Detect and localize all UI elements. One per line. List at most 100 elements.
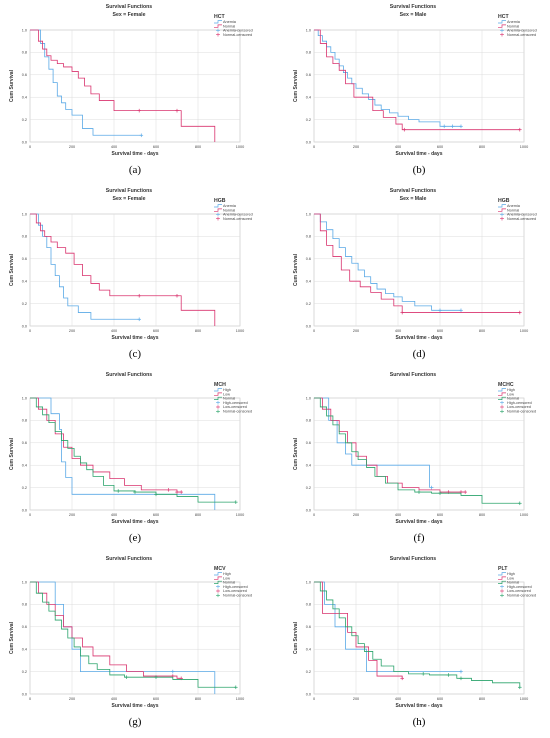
y-tick-label: 0.8 bbox=[306, 603, 311, 607]
x-tick-label: 0 bbox=[29, 145, 31, 149]
legend-swatch bbox=[214, 396, 222, 400]
legend-swatch bbox=[214, 20, 222, 24]
legend-entry: Low-censored bbox=[507, 589, 531, 593]
legend-entry: High bbox=[507, 388, 515, 392]
legend-entry: Normal-censored bbox=[223, 33, 252, 37]
legend-entry: Normal-censored bbox=[507, 594, 536, 598]
legend-swatch bbox=[498, 572, 506, 576]
x-tick-label: 600 bbox=[153, 513, 159, 517]
x-tick-label: 400 bbox=[395, 697, 401, 701]
x-tick-label: 1000 bbox=[236, 329, 244, 333]
x-tick-label: 0 bbox=[313, 697, 315, 701]
panel-caption: (e) bbox=[128, 532, 142, 544]
x-tick-label: 0 bbox=[313, 145, 315, 149]
y-tick-label: 0.4 bbox=[22, 464, 27, 468]
y-tick-label: 0.6 bbox=[306, 625, 311, 629]
panel-caption: (a) bbox=[128, 164, 142, 176]
series-line-anemia bbox=[314, 213, 461, 311]
legend-title: MCV bbox=[214, 566, 226, 572]
legend-entry: High bbox=[223, 572, 231, 576]
legend-entry: High-censored bbox=[507, 585, 532, 589]
legend-entry: High-censored bbox=[223, 401, 248, 405]
y-tick-label: 0.6 bbox=[306, 441, 311, 445]
y-tick-label: 0.2 bbox=[22, 118, 27, 122]
legend-entry: High-censored bbox=[507, 401, 532, 405]
y-axis-label: Cum Survival bbox=[9, 621, 15, 654]
legend-entry: Normal bbox=[223, 24, 235, 28]
y-tick-label: 0.2 bbox=[306, 302, 311, 306]
y-tick-label: 1.0 bbox=[22, 28, 27, 32]
legend-entry: Low bbox=[507, 576, 514, 580]
series-line-normal bbox=[30, 581, 236, 688]
legend-entry: Low-censored bbox=[223, 589, 247, 593]
y-tick-label: 1.0 bbox=[22, 396, 27, 400]
legend-entry: Normal-censored bbox=[223, 410, 252, 414]
x-tick-label: 200 bbox=[353, 145, 359, 149]
y-tick-label: 0.0 bbox=[22, 324, 27, 328]
chart-subtitle: Sex = Male bbox=[400, 12, 427, 18]
x-tick-label: 600 bbox=[153, 697, 159, 701]
chart-title: Survival Functions bbox=[390, 556, 437, 562]
legend-entry: Normal bbox=[507, 397, 519, 401]
y-axis-label: Cum Survival bbox=[293, 437, 299, 470]
y-tick-label: 0.0 bbox=[22, 140, 27, 144]
legend-swatch bbox=[498, 24, 506, 28]
legend-entry: Anemia bbox=[507, 20, 521, 24]
legend-entry: Anemia-censored bbox=[223, 29, 253, 33]
survival-chart: Survival Functions Sex = Female 0.0 0.2 0.4 0… bbox=[9, 4, 253, 157]
x-tick-label: 0 bbox=[29, 513, 31, 517]
x-tick-label: 400 bbox=[111, 329, 117, 333]
legend-title: HCT bbox=[498, 14, 509, 20]
legend-swatch bbox=[214, 388, 222, 392]
y-axis-label: Cum Survival bbox=[9, 253, 15, 286]
legend-swatch bbox=[498, 20, 506, 24]
x-tick-label: 200 bbox=[69, 697, 75, 701]
legend-swatch bbox=[498, 396, 506, 400]
x-tick-label: 600 bbox=[437, 697, 443, 701]
y-tick-label: 0.2 bbox=[22, 670, 27, 674]
y-tick-label: 0.8 bbox=[22, 235, 27, 239]
legend-entry: Normal bbox=[223, 208, 235, 212]
x-tick-label: 200 bbox=[69, 145, 75, 149]
legend-swatch bbox=[214, 580, 222, 584]
x-tick-label: 200 bbox=[69, 513, 75, 517]
survival-chart: Survival Functions 0.0 0.2 0.4 0.6 0.8 1.0 0 200… bbox=[293, 556, 536, 709]
x-axis-label: Survival time - days bbox=[112, 335, 159, 341]
x-tick-label: 800 bbox=[479, 145, 485, 149]
y-tick-label: 0.4 bbox=[306, 648, 311, 652]
y-tick-label: 0.8 bbox=[306, 419, 311, 423]
legend-entry: Normal bbox=[507, 208, 519, 212]
panel-caption: (b) bbox=[412, 164, 426, 176]
legend-swatch bbox=[498, 576, 506, 580]
x-tick-label: 400 bbox=[395, 329, 401, 333]
x-axis-label: Survival time - days bbox=[112, 519, 159, 525]
legend-entry: High-censored bbox=[223, 585, 248, 589]
x-tick-label: 800 bbox=[479, 329, 485, 333]
y-tick-label: 0.4 bbox=[22, 96, 27, 100]
y-tick-label: 0.6 bbox=[22, 441, 27, 445]
y-tick-label: 0.4 bbox=[306, 280, 311, 284]
survival-chart: Survival Functions Sex = Male 0.0 0.2 0.4 0.6… bbox=[293, 4, 537, 157]
y-tick-label: 0.8 bbox=[306, 51, 311, 55]
y-tick-label: 0.4 bbox=[22, 648, 27, 652]
legend-swatch bbox=[214, 208, 222, 212]
x-tick-label: 800 bbox=[195, 513, 201, 517]
y-tick-label: 0.0 bbox=[306, 324, 311, 328]
y-tick-label: 0.8 bbox=[22, 419, 27, 423]
legend-title: HCT bbox=[214, 14, 225, 20]
legend-swatch bbox=[498, 392, 506, 396]
y-axis-label: Cum Survival bbox=[293, 253, 299, 286]
y-tick-label: 1.0 bbox=[22, 580, 27, 584]
survival-chart: Survival Functions Sex = Male 0.0 0.2 0.4 0.6… bbox=[293, 188, 537, 341]
panel-caption: (h) bbox=[412, 716, 426, 728]
x-tick-label: 800 bbox=[195, 329, 201, 333]
y-tick-label: 0.2 bbox=[306, 670, 311, 674]
x-tick-label: 0 bbox=[29, 697, 31, 701]
x-tick-label: 800 bbox=[479, 697, 485, 701]
x-tick-label: 200 bbox=[353, 697, 359, 701]
y-tick-label: 1.0 bbox=[306, 396, 311, 400]
legend-title: PLT bbox=[498, 566, 508, 572]
legend-entry: Normal-censored bbox=[507, 33, 536, 37]
panel-caption: (d) bbox=[412, 348, 426, 360]
legend-swatch bbox=[214, 204, 222, 208]
